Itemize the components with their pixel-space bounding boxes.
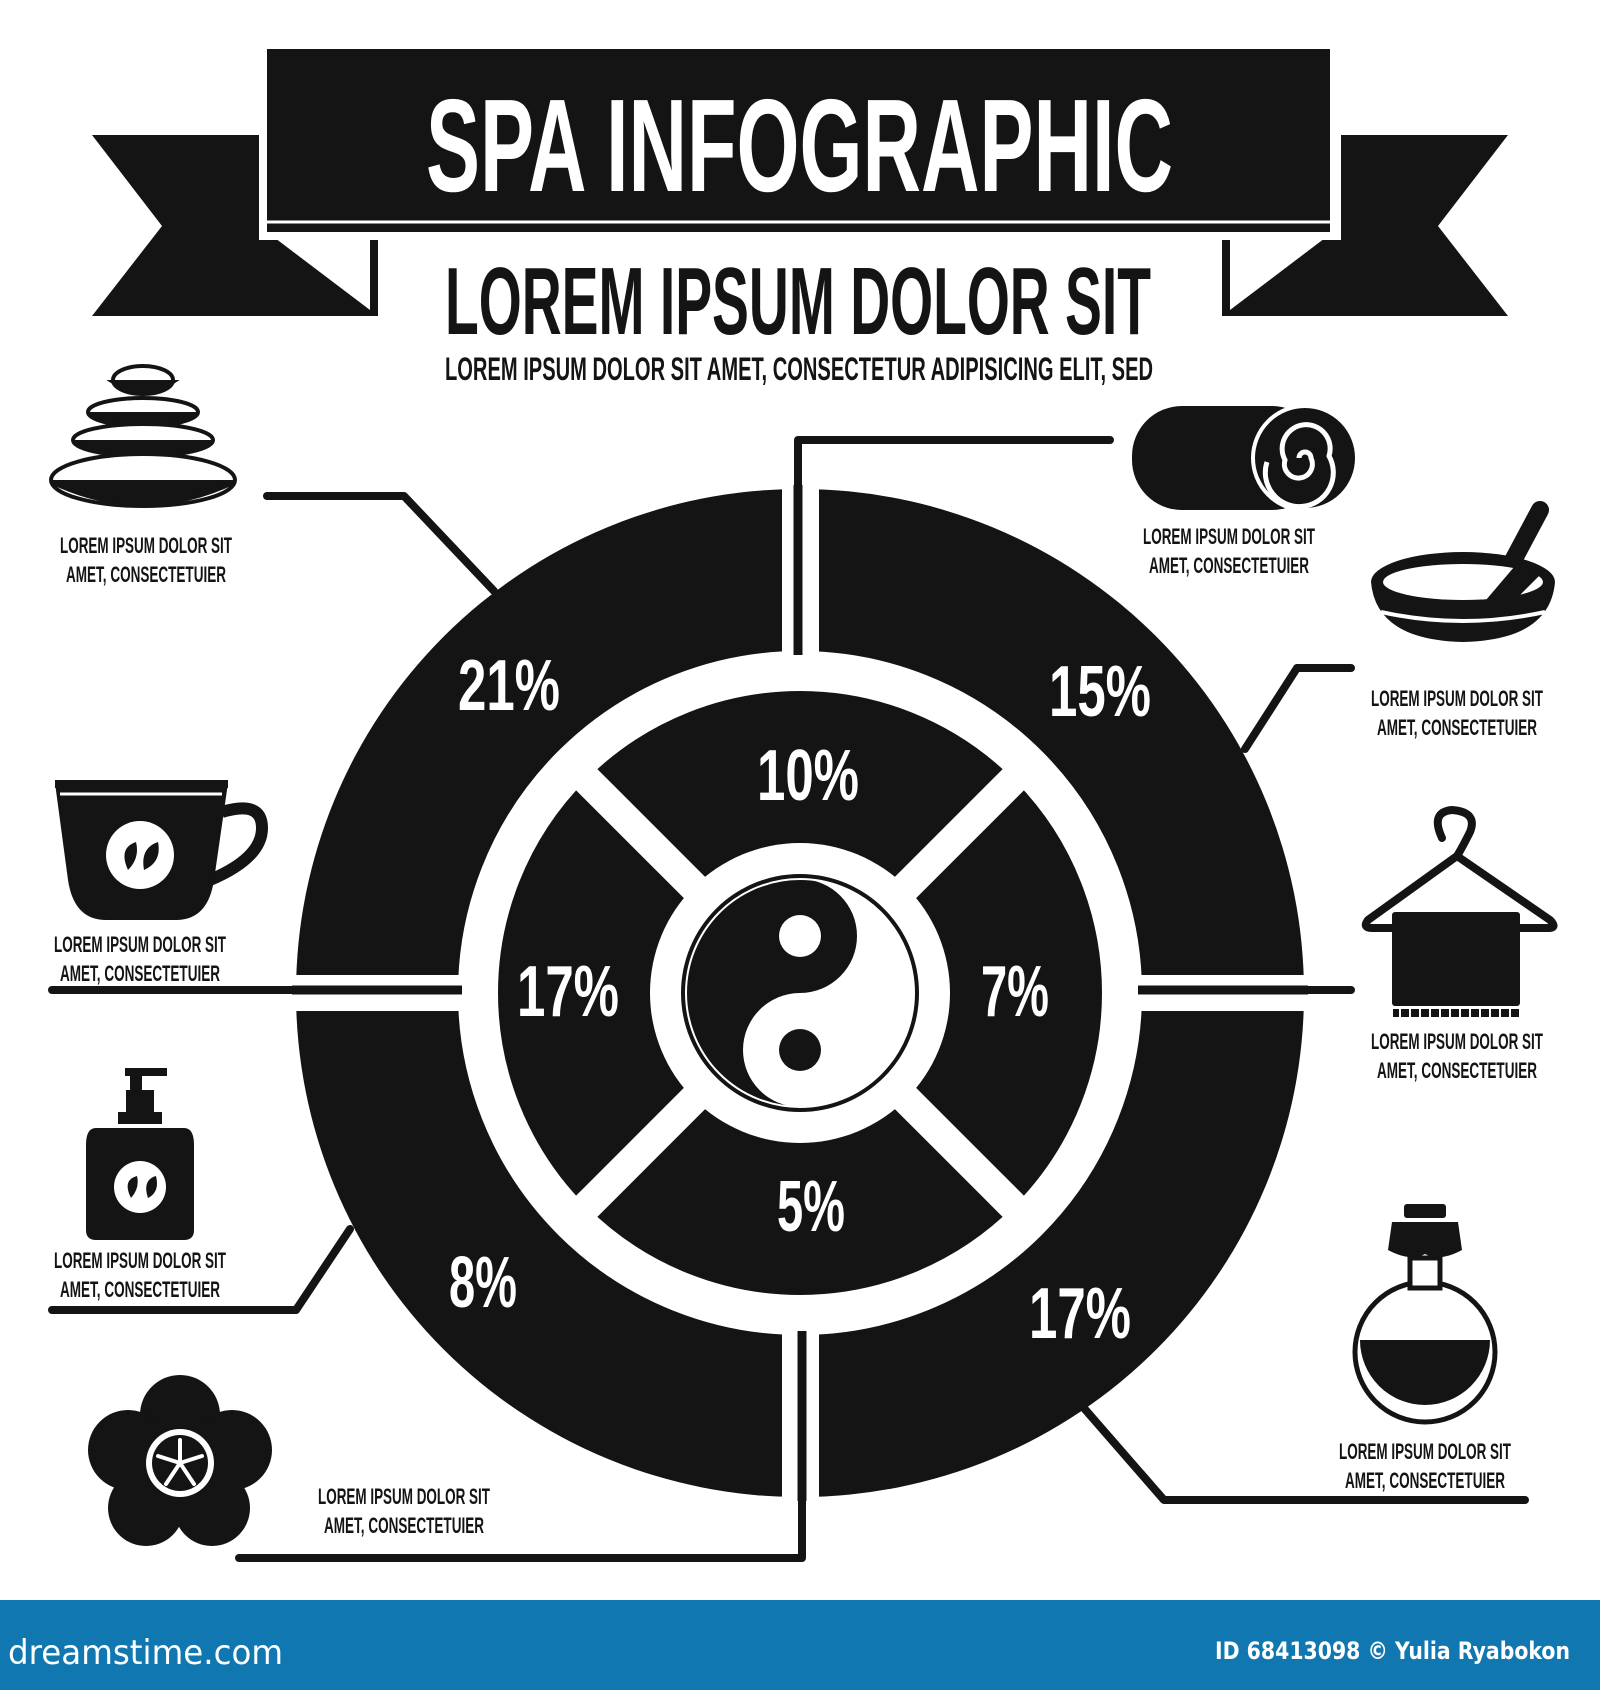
callout-cup-line2: AMET, CONSECTETUIER (60, 961, 220, 986)
oil-jar-icon (1352, 1204, 1498, 1425)
leader-line-bottle (48, 1225, 354, 1314)
callout-bowl-line1: LOREM IPSUM DOLOR SIT (1371, 686, 1543, 711)
soap-bottle-icon (86, 1068, 194, 1240)
hot-stones-icon (49, 364, 237, 508)
callout-bottle-line1: LOREM IPSUM DOLOR SIT (54, 1248, 226, 1273)
callout-towel-roll-line2: AMET, CONSECTETUIER (1149, 553, 1309, 578)
callout-jar-line2: AMET, CONSECTETUIER (1345, 1468, 1505, 1493)
footer-brand[interactable]: dreamstime.com (8, 1633, 283, 1673)
callout-jar-line1: LOREM IPSUM DOLOR SIT (1339, 1439, 1511, 1464)
callout-stones-line2: AMET, CONSECTETUIER (66, 562, 226, 587)
yin-yang-icon (681, 874, 919, 1112)
outer-label-bottom-left: 8% (449, 1243, 517, 1323)
callout-bowl-line2: AMET, CONSECTETUIER (1377, 715, 1537, 740)
leader-line-bowl (1241, 664, 1355, 753)
donut-chart: 21% 15% 17% 8% 10% 7% 5% 17% (292, 485, 1308, 1501)
percent-labels: 21% 15% 17% 8% 10% 7% 5% 17% (449, 646, 1151, 1354)
ribbon-right-tail (1222, 135, 1508, 316)
callout-hanger-line2: AMET, CONSECTETUIER (1377, 1058, 1537, 1083)
leader-line-stones (263, 492, 498, 595)
inner-label-right: 7% (981, 952, 1049, 1032)
callout-labels: LOREM IPSUM DOLOR SIT AMET, CONSECTETUIE… (54, 524, 1543, 1538)
towel-hanger-icon (1361, 805, 1558, 1018)
ribbon-left-fold (267, 232, 370, 310)
outer-label-top-right: 15% (1049, 652, 1151, 732)
callout-cup-line1: LOREM IPSUM DOLOR SIT (54, 932, 226, 957)
callout-flower-line1: LOREM IPSUM DOLOR SIT (318, 1484, 490, 1509)
mortar-bowl-icon (1371, 501, 1555, 642)
outer-label-bottom-right: 17% (1029, 1274, 1131, 1354)
page-title: SPA INFOGRAPHIC (426, 72, 1173, 219)
footer-credit: ID 68413098 © Yulia Ryabokon (1215, 1637, 1570, 1665)
page-subtitle: LOREM IPSUM DOLOR SIT (445, 248, 1151, 355)
outer-label-top-left: 21% (458, 646, 560, 726)
title-ribbon (92, 49, 1508, 316)
inner-label-top: 10% (757, 736, 859, 816)
ring-separator (458, 651, 1142, 1335)
callout-bottle-line2: AMET, CONSECTETUIER (60, 1277, 220, 1302)
ribbon-main (267, 49, 1330, 232)
rolled-towel-icon (1132, 404, 1359, 512)
callout-flower-line2: AMET, CONSECTETUIER (324, 1513, 484, 1538)
footer-bar (0, 1600, 1600, 1690)
inner-label-bottom: 5% (777, 1167, 845, 1247)
leader-line-jar (1079, 1403, 1529, 1504)
page-tagline: LOREM IPSUM DOLOR SIT AMET, CONSECTETUR … (445, 351, 1153, 387)
tea-cup-icon (55, 780, 269, 920)
inner-label-left: 17% (517, 952, 619, 1032)
ribbon-right-fold (1230, 232, 1333, 310)
callout-stones-line1: LOREM IPSUM DOLOR SIT (60, 533, 232, 558)
callout-towel-roll-line1: LOREM IPSUM DOLOR SIT (1143, 524, 1315, 549)
ribbon-left-tail (92, 135, 378, 316)
flower-icon (88, 1375, 272, 1546)
callout-hanger-line1: LOREM IPSUM DOLOR SIT (1371, 1029, 1543, 1054)
